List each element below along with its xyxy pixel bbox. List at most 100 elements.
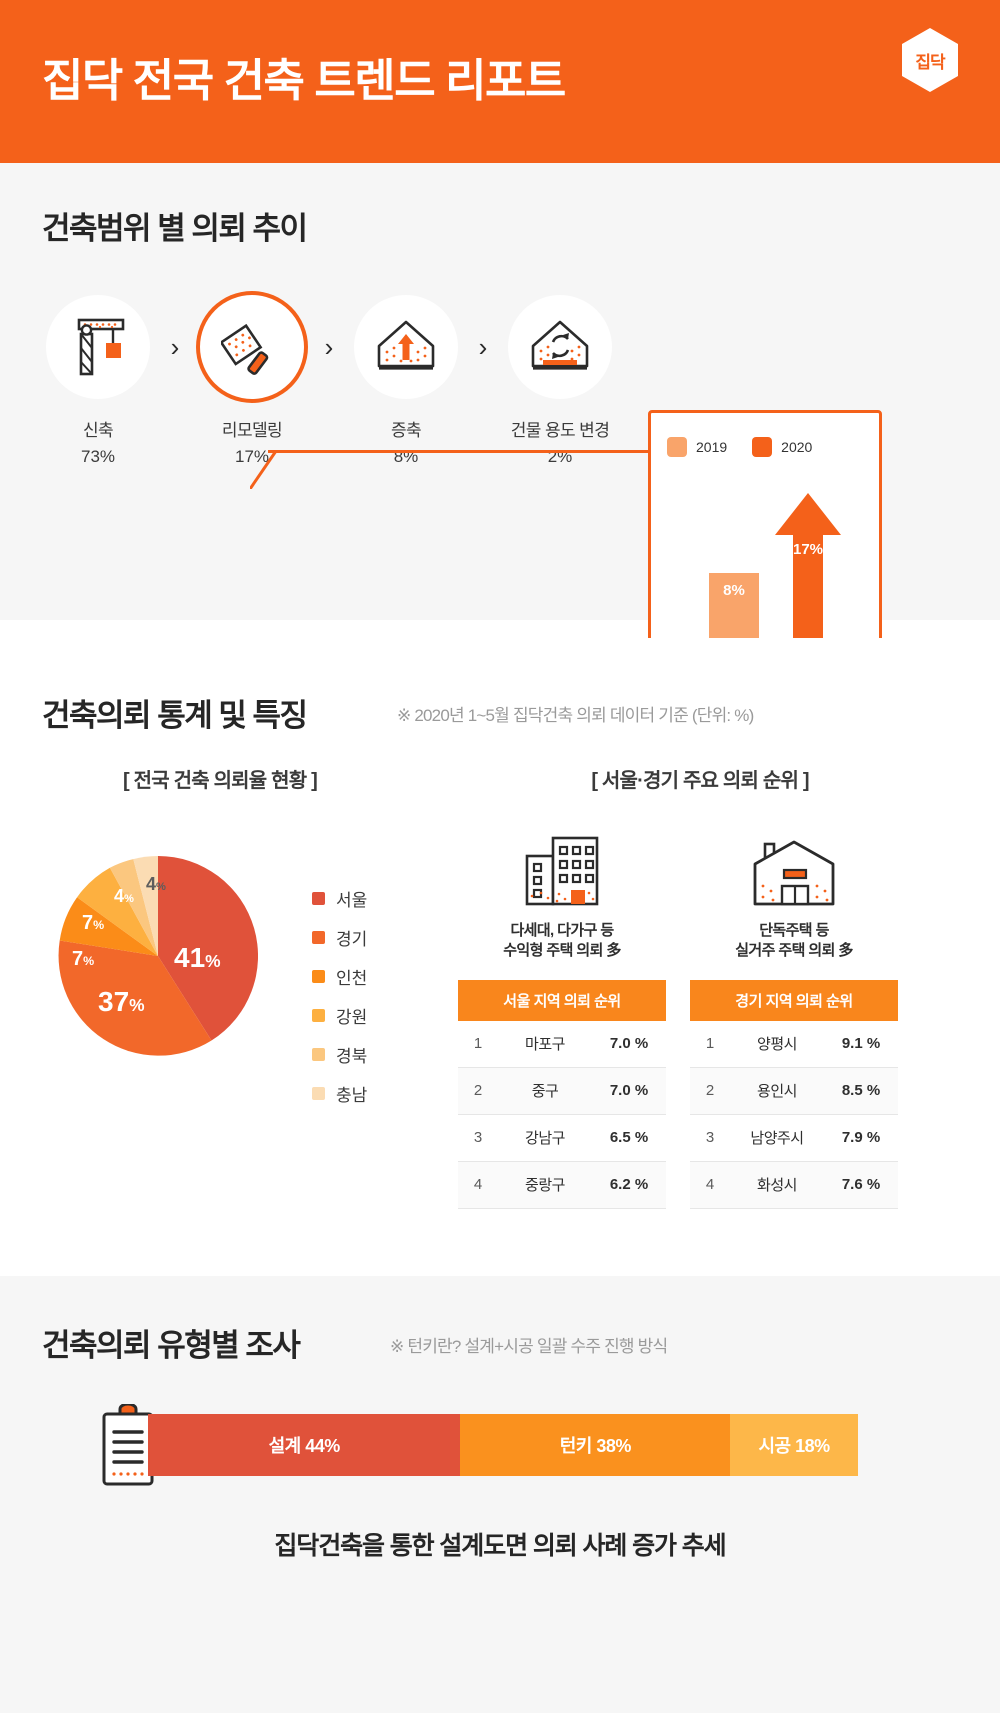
rank-name: 중랑구 xyxy=(525,1177,565,1194)
legend-swatch xyxy=(312,1009,325,1022)
legend-label: 경북 xyxy=(336,1047,368,1066)
rank-name: 강남구 xyxy=(525,1130,565,1147)
paint-roller-icon xyxy=(221,323,269,375)
rank-value: 7.6 % xyxy=(841,1176,881,1193)
rank-caption: 단독주택 등 실거주 주택 의뢰 多 xyxy=(690,921,898,962)
rank-name: 화성시 xyxy=(757,1177,797,1194)
house-up-arrow-icon xyxy=(377,320,435,370)
remodeling-comparison-callout: 2019 2020 8% 17% xyxy=(648,410,882,658)
bar-2019-value: 8% xyxy=(723,582,745,599)
legend-item-gyeonggi[interactable]: 경기 xyxy=(312,925,367,950)
table-row[interactable]: 2 중구 7.0 % xyxy=(458,1067,666,1115)
rank-icon-wrap xyxy=(690,834,898,908)
rank-name: 중구 xyxy=(531,1083,559,1100)
rank-no: 3 xyxy=(705,1129,715,1146)
chevron-right-icon: › xyxy=(478,331,488,362)
up-arrow-bar-icon xyxy=(775,493,841,658)
segment-label: 턴키 38% xyxy=(559,1436,632,1456)
segment-label: 시공 18% xyxy=(758,1436,831,1456)
rank-no: 1 xyxy=(705,1035,715,1052)
table-row[interactable]: 1 마포구 7.0 % xyxy=(458,1020,666,1068)
legend-item-incheon[interactable]: 인천 xyxy=(312,964,367,989)
rank-value: 7.0 % xyxy=(609,1035,649,1052)
legend-swatch xyxy=(312,931,325,944)
apartment-building-icon xyxy=(525,836,599,906)
rank-no: 4 xyxy=(705,1176,715,1193)
rank-value: 9.1 % xyxy=(841,1035,881,1052)
rank-caption-line1: 단독주택 등 xyxy=(759,922,829,939)
segment-label: 설계 44% xyxy=(268,1436,341,1456)
gyeonggi-rank-table: 경기 지역 의뢰 순위 1 양평시 9.1 % 2 용인시 8.5 % 3 남양… xyxy=(690,979,898,1209)
legend-swatch xyxy=(312,970,325,983)
table-header: 경기 지역 의뢰 순위 xyxy=(690,979,898,1021)
section2-note: ※ 2020년 1~5월 집닥건축 의뢰 데이터 기준 (단위: %) xyxy=(397,706,754,725)
legend-item-gyeongbuk[interactable]: 경북 xyxy=(312,1042,367,1067)
legend-item-gangwon[interactable]: 강원 xyxy=(312,1003,367,1028)
step-icon-circle xyxy=(508,295,612,399)
rank-no: 4 xyxy=(473,1176,483,1193)
step-label: 신축 xyxy=(82,421,114,440)
legend-swatch-2019 xyxy=(667,437,687,457)
callout-bars: 8% 17% xyxy=(651,473,879,658)
rank-value: 7.9 % xyxy=(841,1129,881,1146)
chevron-right-icon: › xyxy=(170,331,180,362)
pie-label-gyeonggi: 37% xyxy=(98,986,145,1017)
table-row[interactable]: 3 강남구 6.5 % xyxy=(458,1114,666,1162)
rank-value: 6.5 % xyxy=(609,1129,649,1146)
segment-construction[interactable]: 시공 18% xyxy=(730,1414,858,1476)
pie-label-gyeongbuk: 4% xyxy=(114,886,134,906)
legend-label: 서울 xyxy=(336,891,368,910)
step-remodeling[interactable]: 리모델링 17% xyxy=(196,295,308,467)
rank-no: 2 xyxy=(473,1082,483,1099)
legend-label: 강원 xyxy=(336,1008,368,1027)
step-usage-change[interactable]: 건물 용도 변경 2% xyxy=(504,295,616,467)
rank-no: 3 xyxy=(473,1129,483,1146)
hexagon-logo-icon: 집닥 xyxy=(902,28,958,92)
step-new-construction[interactable]: 신축 73% xyxy=(42,295,154,467)
section3-title: 건축의뢰 유형별 조사 xyxy=(42,1328,301,1363)
step-value: 73% xyxy=(80,447,116,466)
rank-name: 마포구 xyxy=(525,1036,565,1053)
table-row[interactable]: 4 화성시 7.6 % xyxy=(690,1161,898,1209)
legend-label: 인천 xyxy=(336,969,368,988)
segment-turnkey[interactable]: 턴키 38% xyxy=(460,1414,731,1476)
section-request-type: 건축의뢰 유형별 조사 ※ 턴키란? 설계+시공 일괄 수주 진행 방식 설계 … xyxy=(0,1276,1000,1713)
rank-block-gyeonggi: 단독주택 등 실거주 주택 의뢰 多 경기 지역 의뢰 순위 1 양평시 9.1… xyxy=(690,834,898,1209)
legend-label: 경기 xyxy=(336,930,368,949)
table-row[interactable]: 1 양평시 9.1 % xyxy=(690,1020,898,1068)
legend-label-2019: 2019 xyxy=(696,439,728,455)
bar-2020-arrow: 17% xyxy=(775,493,841,658)
callout-legend: 2019 2020 xyxy=(667,437,812,457)
section3-note: ※ 턴키란? 설계+시공 일괄 수주 진행 방식 xyxy=(390,1337,668,1356)
section-request-stats: 건축의뢰 통계 및 특징 ※ 2020년 1~5월 집닥건축 의뢰 데이터 기준… xyxy=(0,638,1000,1276)
legend-label-2020: 2020 xyxy=(781,439,813,455)
pie-label-incheon: 7% xyxy=(72,948,95,970)
section1-title: 건축범위 별 의뢰 추이 xyxy=(42,211,308,246)
step-value: 17% xyxy=(234,447,270,466)
section-build-scope: 건축범위 별 의뢰 추이 신축 73% xyxy=(0,163,1000,731)
table-row[interactable]: 2 용인시 8.5 % xyxy=(690,1067,898,1115)
table-row[interactable]: 3 남양주시 7.9 % xyxy=(690,1114,898,1162)
step-icon-circle xyxy=(46,295,150,399)
legend-swatch xyxy=(312,892,325,905)
crane-icon xyxy=(77,318,125,376)
legend-item-chungnam[interactable]: 충남 xyxy=(312,1081,367,1106)
legend-swatch xyxy=(312,1048,325,1061)
step-label: 리모델링 xyxy=(221,421,283,440)
legend-swatch xyxy=(312,1087,325,1100)
legend-swatch-2020 xyxy=(752,437,773,457)
house-recycle-icon xyxy=(531,320,589,370)
rank-icon-wrap xyxy=(458,834,666,908)
pie-chart-title: [ 전국 건축 의뢰율 현황 ] xyxy=(123,770,318,792)
segment-design[interactable]: 설계 44% xyxy=(148,1414,461,1476)
rank-caption-line2: 수익형 주택 의뢰 多 xyxy=(503,942,621,960)
table-row[interactable]: 4 중랑구 6.2 % xyxy=(458,1161,666,1209)
callout-connector-diagonal xyxy=(250,450,278,489)
build-scope-steps: 신축 73% › 리모델링 17% › xyxy=(42,295,616,467)
step-extension[interactable]: 증축 8% xyxy=(350,295,462,467)
chevron-right-icon: › xyxy=(324,331,334,362)
rank-name: 양평시 xyxy=(757,1036,797,1053)
section2-title: 건축의뢰 통계 및 특징 xyxy=(42,698,308,733)
legend-item-seoul[interactable]: 서울 xyxy=(312,886,367,911)
